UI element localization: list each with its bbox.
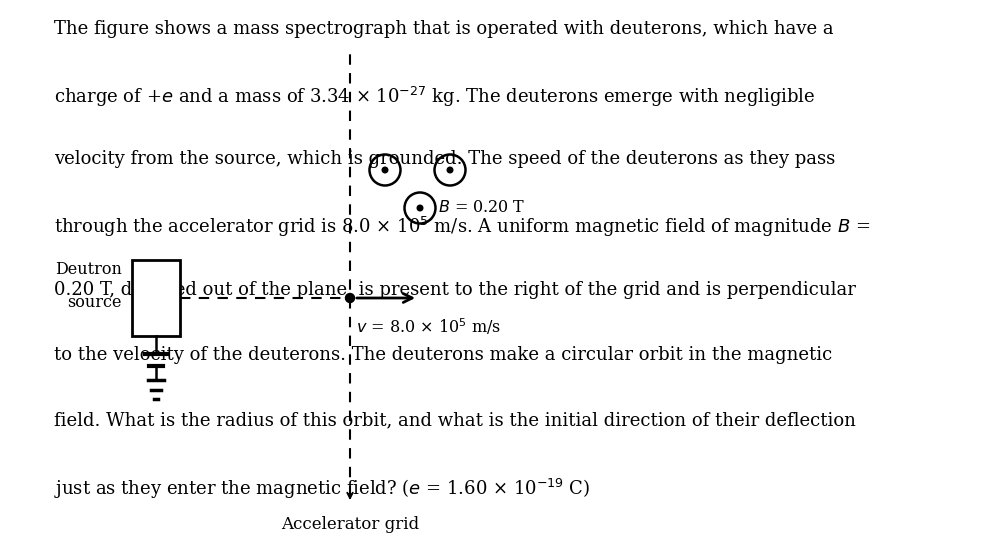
Text: Accelerator grid: Accelerator grid xyxy=(281,516,419,533)
Text: $B$ = 0.20 T: $B$ = 0.20 T xyxy=(438,200,525,217)
Circle shape xyxy=(345,294,354,302)
Text: field. What is the radius of this orbit, and what is the initial direction of th: field. What is the radius of this orbit,… xyxy=(54,411,856,429)
Text: through the accelerator grid is 8.0 × 10$^{5}$ m/s. A uniform magnetic field of : through the accelerator grid is 8.0 × 10… xyxy=(54,215,871,239)
Circle shape xyxy=(417,205,423,211)
Text: just as they enter the magnetic field? ($e$ = 1.60 × 10$^{-19}$ C): just as they enter the magnetic field? (… xyxy=(54,477,590,501)
Circle shape xyxy=(382,167,388,173)
Text: $v$ = 8.0 $\times$ 10$^5$ m/s: $v$ = 8.0 $\times$ 10$^5$ m/s xyxy=(356,316,501,336)
Text: source: source xyxy=(68,294,122,311)
Text: The figure shows a mass spectrograph that is operated with deuterons, which have: The figure shows a mass spectrograph tha… xyxy=(54,20,833,37)
Text: 0.20 T, directed out of the plane, is present to the right of the grid and is pe: 0.20 T, directed out of the plane, is pr… xyxy=(54,281,856,299)
Text: charge of +$e$ and a mass of 3.34 × 10$^{-27}$ kg. The deuterons emerge with neg: charge of +$e$ and a mass of 3.34 × 10$^… xyxy=(54,85,816,109)
Text: velocity from the source, which is grounded. The speed of the deuterons as they : velocity from the source, which is groun… xyxy=(54,150,835,168)
Text: Deutron: Deutron xyxy=(55,261,122,278)
Text: to the velocity of the deuterons. The deuterons make a circular orbit in the mag: to the velocity of the deuterons. The de… xyxy=(54,346,832,364)
Circle shape xyxy=(447,167,453,173)
Bar xyxy=(132,260,180,336)
